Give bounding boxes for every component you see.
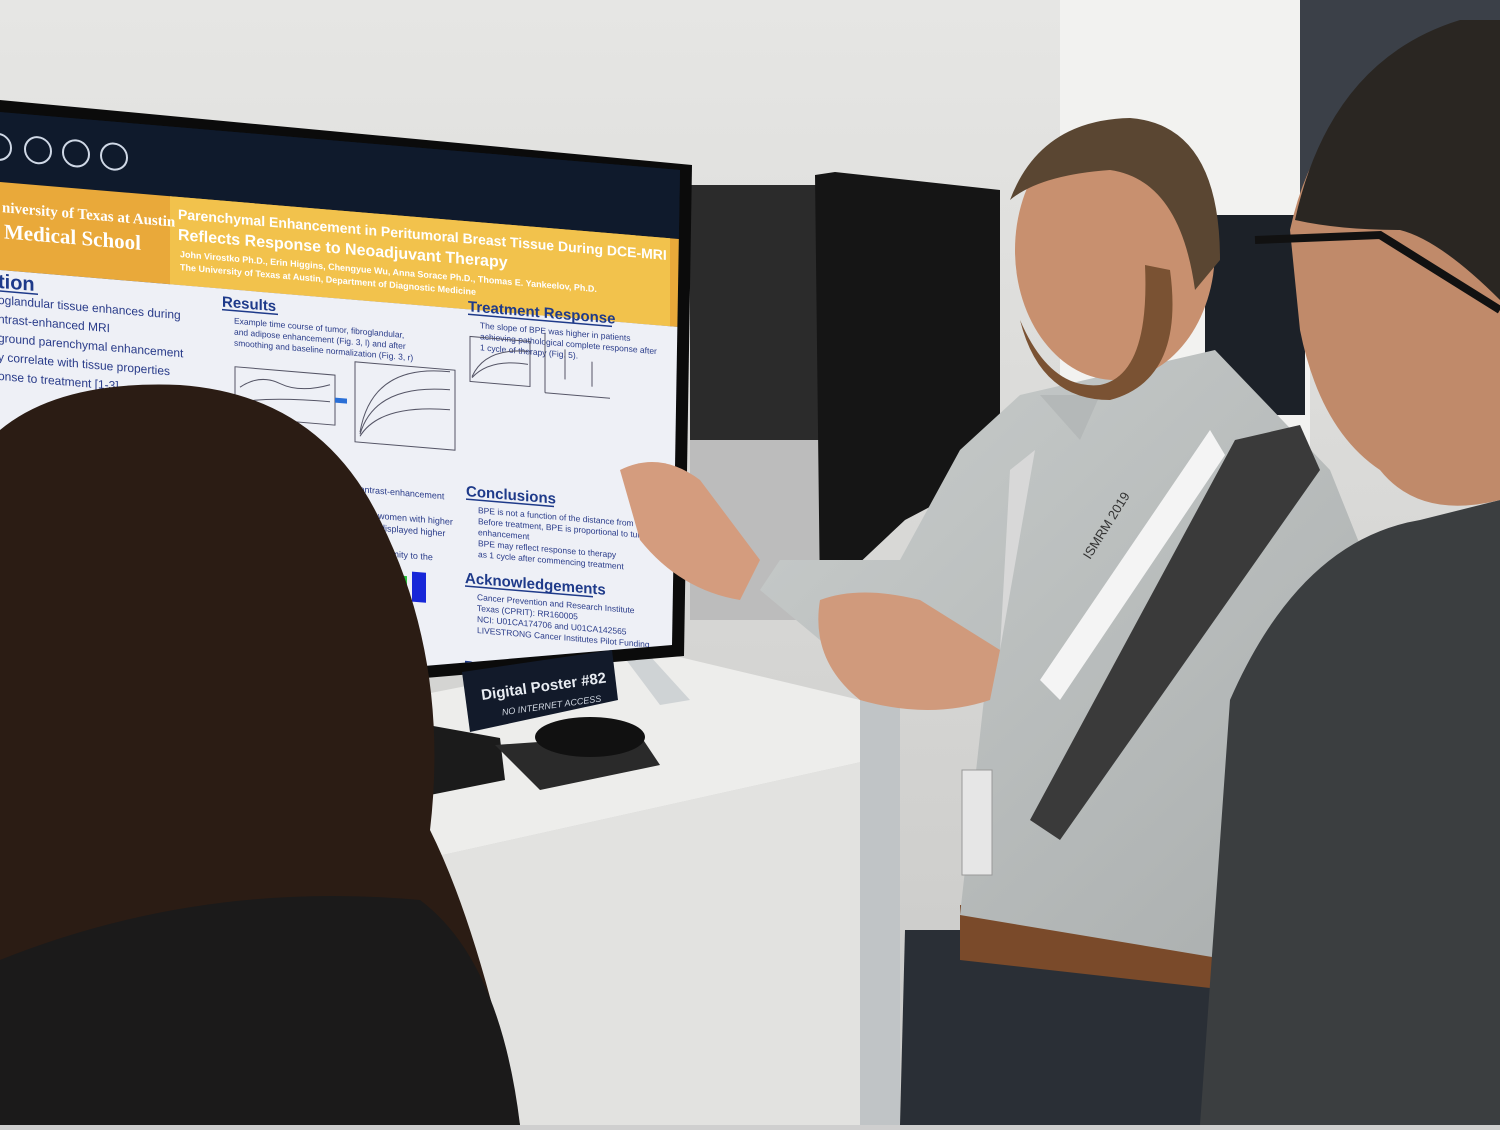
nav-icon bbox=[100, 142, 128, 171]
nav-icon bbox=[62, 139, 90, 168]
collar bbox=[1040, 395, 1100, 440]
lanyard bbox=[1040, 430, 1225, 700]
curtain bbox=[690, 185, 840, 455]
table-front bbox=[420, 760, 880, 1125]
section-heading: Results bbox=[222, 294, 276, 316]
mouse bbox=[535, 717, 645, 757]
visitor-jacket bbox=[1200, 500, 1500, 1125]
nav-icon bbox=[24, 136, 52, 165]
lanyard bbox=[1000, 450, 1035, 650]
section-line: enhancement bbox=[478, 527, 530, 541]
presenter-beard bbox=[1020, 265, 1173, 400]
poster-figure bbox=[234, 332, 610, 451]
heading-underline bbox=[466, 498, 554, 508]
heading-underline bbox=[468, 313, 612, 328]
poster-sign bbox=[462, 650, 618, 732]
visitor-hair bbox=[1295, 20, 1500, 300]
presenter-hair bbox=[1010, 118, 1220, 290]
visitor-sweater bbox=[0, 896, 520, 1125]
visitor-glasses bbox=[1254, 230, 1500, 314]
presenter-hand bbox=[620, 462, 760, 600]
heading-underline bbox=[465, 585, 593, 598]
poster-header-light bbox=[170, 196, 670, 327]
presenter-hand bbox=[818, 592, 1000, 710]
table-post bbox=[860, 700, 900, 1125]
heading-underline bbox=[0, 290, 38, 295]
poster-nav-bar bbox=[0, 112, 680, 241]
heading-underline bbox=[222, 308, 278, 316]
nav-icon bbox=[0, 132, 12, 161]
badge-card bbox=[961, 769, 993, 876]
bag-strap bbox=[1030, 425, 1320, 840]
poster-bar bbox=[412, 571, 426, 603]
